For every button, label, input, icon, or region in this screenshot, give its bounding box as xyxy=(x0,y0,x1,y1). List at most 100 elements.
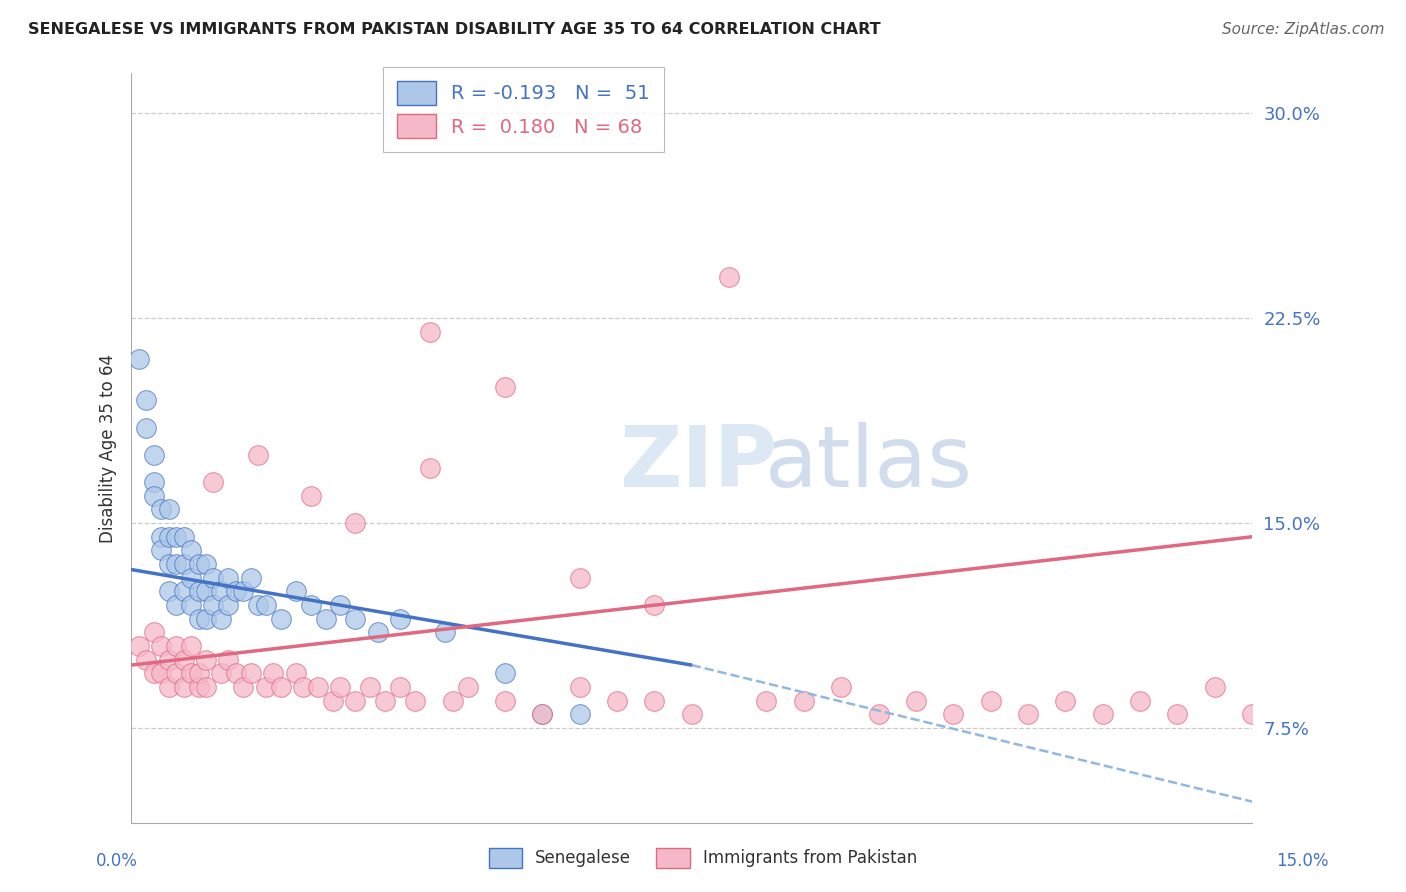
Point xyxy=(868,707,890,722)
Point xyxy=(165,639,187,653)
Point xyxy=(262,666,284,681)
Point xyxy=(568,571,591,585)
Point xyxy=(157,584,180,599)
Point xyxy=(180,571,202,585)
Point xyxy=(299,489,322,503)
Point xyxy=(568,680,591,694)
Point xyxy=(209,612,232,626)
Point xyxy=(150,543,173,558)
Point xyxy=(718,270,741,285)
Point xyxy=(135,420,157,434)
Point xyxy=(643,598,665,612)
Point xyxy=(217,598,239,612)
Point xyxy=(374,693,396,707)
Point xyxy=(284,584,307,599)
Point xyxy=(307,680,329,694)
Point xyxy=(643,693,665,707)
Point xyxy=(187,680,209,694)
Point xyxy=(270,612,292,626)
Point xyxy=(180,639,202,653)
Point xyxy=(568,707,591,722)
Point xyxy=(195,557,218,571)
Point xyxy=(157,557,180,571)
Point xyxy=(441,693,464,707)
Point xyxy=(128,639,150,653)
Point xyxy=(247,448,270,462)
Point xyxy=(187,612,209,626)
Point xyxy=(157,502,180,516)
Point xyxy=(150,666,173,681)
Point xyxy=(173,530,195,544)
Point xyxy=(404,693,426,707)
Point xyxy=(531,707,554,722)
Point xyxy=(187,584,209,599)
Point xyxy=(284,666,307,681)
Point xyxy=(173,653,195,667)
Point xyxy=(299,598,322,612)
Point xyxy=(225,584,247,599)
Point xyxy=(157,653,180,667)
Point xyxy=(157,530,180,544)
Point xyxy=(142,489,165,503)
Point xyxy=(232,584,254,599)
Text: 15.0%: 15.0% xyxy=(1277,852,1329,870)
Point xyxy=(457,680,479,694)
Point xyxy=(329,680,352,694)
Point xyxy=(606,693,628,707)
Point xyxy=(322,693,344,707)
Point xyxy=(142,448,165,462)
Point xyxy=(187,557,209,571)
Point xyxy=(344,693,367,707)
Point xyxy=(202,475,225,490)
Point xyxy=(1241,707,1264,722)
Point xyxy=(195,680,218,694)
Point xyxy=(195,653,218,667)
Point xyxy=(755,693,778,707)
Point xyxy=(292,680,315,694)
Point xyxy=(793,693,815,707)
Point xyxy=(1129,693,1152,707)
Point xyxy=(359,680,381,694)
Point xyxy=(180,666,202,681)
Point xyxy=(531,707,554,722)
Point xyxy=(209,584,232,599)
Point xyxy=(419,461,441,475)
Point xyxy=(254,598,277,612)
Point xyxy=(239,571,262,585)
Point xyxy=(150,639,173,653)
Point xyxy=(270,680,292,694)
Point xyxy=(389,680,412,694)
Point xyxy=(173,557,195,571)
Point xyxy=(135,393,157,408)
Point xyxy=(209,666,232,681)
Legend: Senegalese, Immigrants from Pakistan: Senegalese, Immigrants from Pakistan xyxy=(482,841,924,875)
Point xyxy=(180,543,202,558)
Point xyxy=(904,693,927,707)
Point xyxy=(389,612,412,626)
Point xyxy=(142,625,165,640)
Point xyxy=(187,666,209,681)
Point xyxy=(239,666,262,681)
Point xyxy=(217,571,239,585)
Point xyxy=(157,680,180,694)
Point xyxy=(202,598,225,612)
Point xyxy=(202,571,225,585)
Point xyxy=(128,352,150,367)
Point xyxy=(254,680,277,694)
Point xyxy=(1166,707,1188,722)
Point xyxy=(942,707,965,722)
Point xyxy=(419,325,441,339)
Point xyxy=(165,666,187,681)
Point xyxy=(1054,693,1077,707)
Point xyxy=(173,584,195,599)
Point xyxy=(1017,707,1039,722)
Point xyxy=(165,530,187,544)
Point xyxy=(180,598,202,612)
Point xyxy=(494,693,516,707)
Point xyxy=(494,666,516,681)
Point xyxy=(329,598,352,612)
Point xyxy=(494,379,516,393)
Point xyxy=(344,612,367,626)
Point xyxy=(173,680,195,694)
Y-axis label: Disability Age 35 to 64: Disability Age 35 to 64 xyxy=(100,353,117,542)
